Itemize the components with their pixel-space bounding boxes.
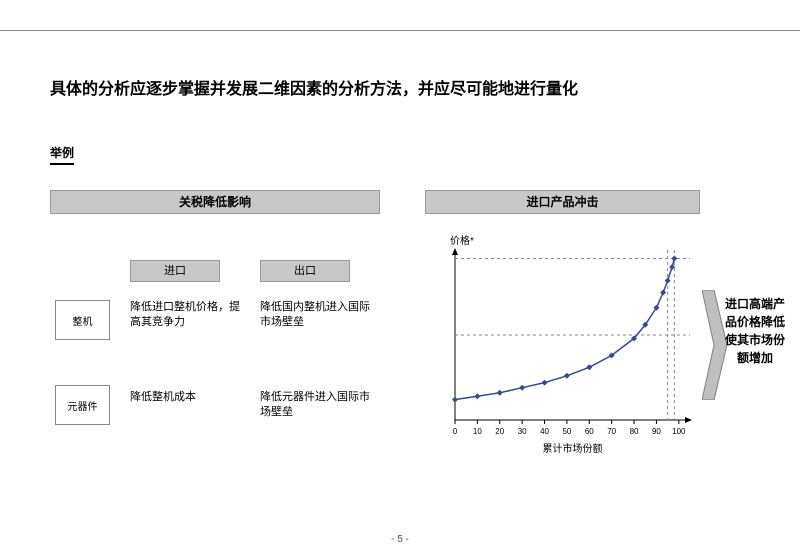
arrow-text: 进口高端产品价格降低使其市场份额增加 — [725, 295, 785, 367]
price-share-chart: 价格* 0 10 20 30 40 50 60 70 80 90 100 累计市场份额 — [425, 230, 700, 460]
page-number: - 5 - — [0, 534, 800, 545]
svg-text:40: 40 — [540, 427, 549, 436]
right-section-header: 进口产品冲击 — [425, 190, 700, 214]
svg-text:价格*: 价格* — [450, 234, 474, 247]
svg-text:80: 80 — [630, 427, 639, 436]
svg-text:30: 30 — [518, 427, 527, 436]
table-cell-2-2: 降低元器件进入国际市场壁垒 — [260, 390, 380, 421]
top-rule — [0, 30, 800, 31]
table-cell-1-1: 降低进口整机价格，提高其竞争力 — [130, 300, 250, 331]
svg-text:100: 100 — [672, 427, 686, 436]
col-header-import: 进口 — [130, 260, 220, 282]
svg-text:70: 70 — [607, 427, 616, 436]
svg-text:60: 60 — [585, 427, 594, 436]
svg-text:10: 10 — [473, 427, 482, 436]
row-label-2: 元器件 — [55, 385, 110, 425]
left-section-header: 关税降低影响 — [50, 190, 380, 214]
table-cell-2-1: 降低整机成本 — [130, 390, 250, 405]
table-cell-1-2: 降低国内整机进入国际市场壁垒 — [260, 300, 380, 331]
col-header-export: 出口 — [260, 260, 350, 282]
svg-text:0: 0 — [453, 427, 458, 436]
big-arrow-icon — [702, 290, 727, 400]
page-title: 具体的分析应逐步掌握并发展二维因素的分析方法，并应尽可能地进行量化 — [50, 75, 578, 99]
example-tag: 举例 — [50, 144, 74, 165]
svg-text:90: 90 — [652, 427, 661, 436]
row-label-1: 整机 — [55, 300, 110, 340]
svg-text:累计市场份额: 累计市场份额 — [543, 442, 603, 455]
svg-text:20: 20 — [495, 427, 504, 436]
svg-text:50: 50 — [562, 427, 571, 436]
